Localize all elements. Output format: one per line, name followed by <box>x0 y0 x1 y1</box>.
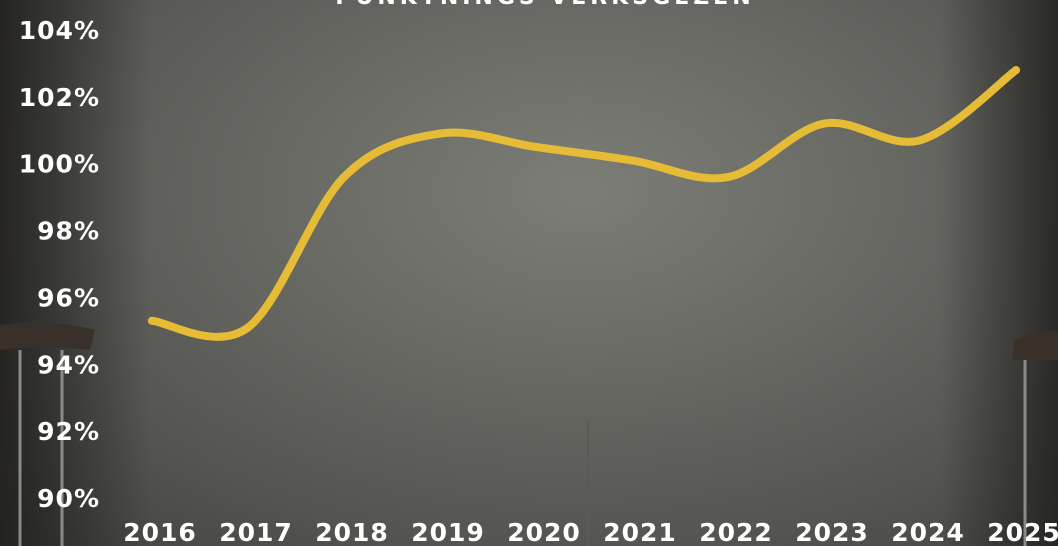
data-point <box>724 173 732 181</box>
data-point <box>916 136 924 144</box>
y-tick-label: 92% <box>37 417 100 446</box>
data-point <box>148 317 156 325</box>
series-line <box>152 70 1016 337</box>
data-point <box>340 173 348 181</box>
y-tick-label: 102% <box>19 83 100 112</box>
chart-title: PUNKTNINGS-VERKSGEZEN <box>335 0 754 10</box>
x-tick-label: 2021 <box>603 518 677 546</box>
data-point <box>1012 66 1020 74</box>
data-point <box>820 120 828 128</box>
series-layer <box>148 66 1020 337</box>
data-point <box>436 130 444 138</box>
x-tick-label: 2019 <box>411 518 485 546</box>
x-axis: 2016 2017 2018 2019 2020 2021 2022 2023 2024 2025 <box>123 518 1058 546</box>
y-tick-label: 96% <box>37 283 100 312</box>
data-point <box>532 143 540 151</box>
y-tick-label: 98% <box>37 217 100 246</box>
x-tick-label: 2024 <box>891 518 965 546</box>
x-tick-label: 2025 <box>987 518 1058 546</box>
x-tick-label: 2023 <box>795 518 869 546</box>
x-tick-label: 2016 <box>123 518 197 546</box>
y-tick-label: 104% <box>19 16 100 45</box>
x-tick-label: 2017 <box>219 518 293 546</box>
x-tick-label: 2018 <box>315 518 389 546</box>
y-tick-label: 100% <box>19 150 100 179</box>
y-tick-label: 94% <box>37 350 100 379</box>
data-point <box>628 156 636 164</box>
x-tick-label: 2022 <box>699 518 773 546</box>
x-tick-label: 2020 <box>507 518 581 546</box>
y-tick-label: 90% <box>37 484 100 513</box>
data-point <box>244 324 252 332</box>
